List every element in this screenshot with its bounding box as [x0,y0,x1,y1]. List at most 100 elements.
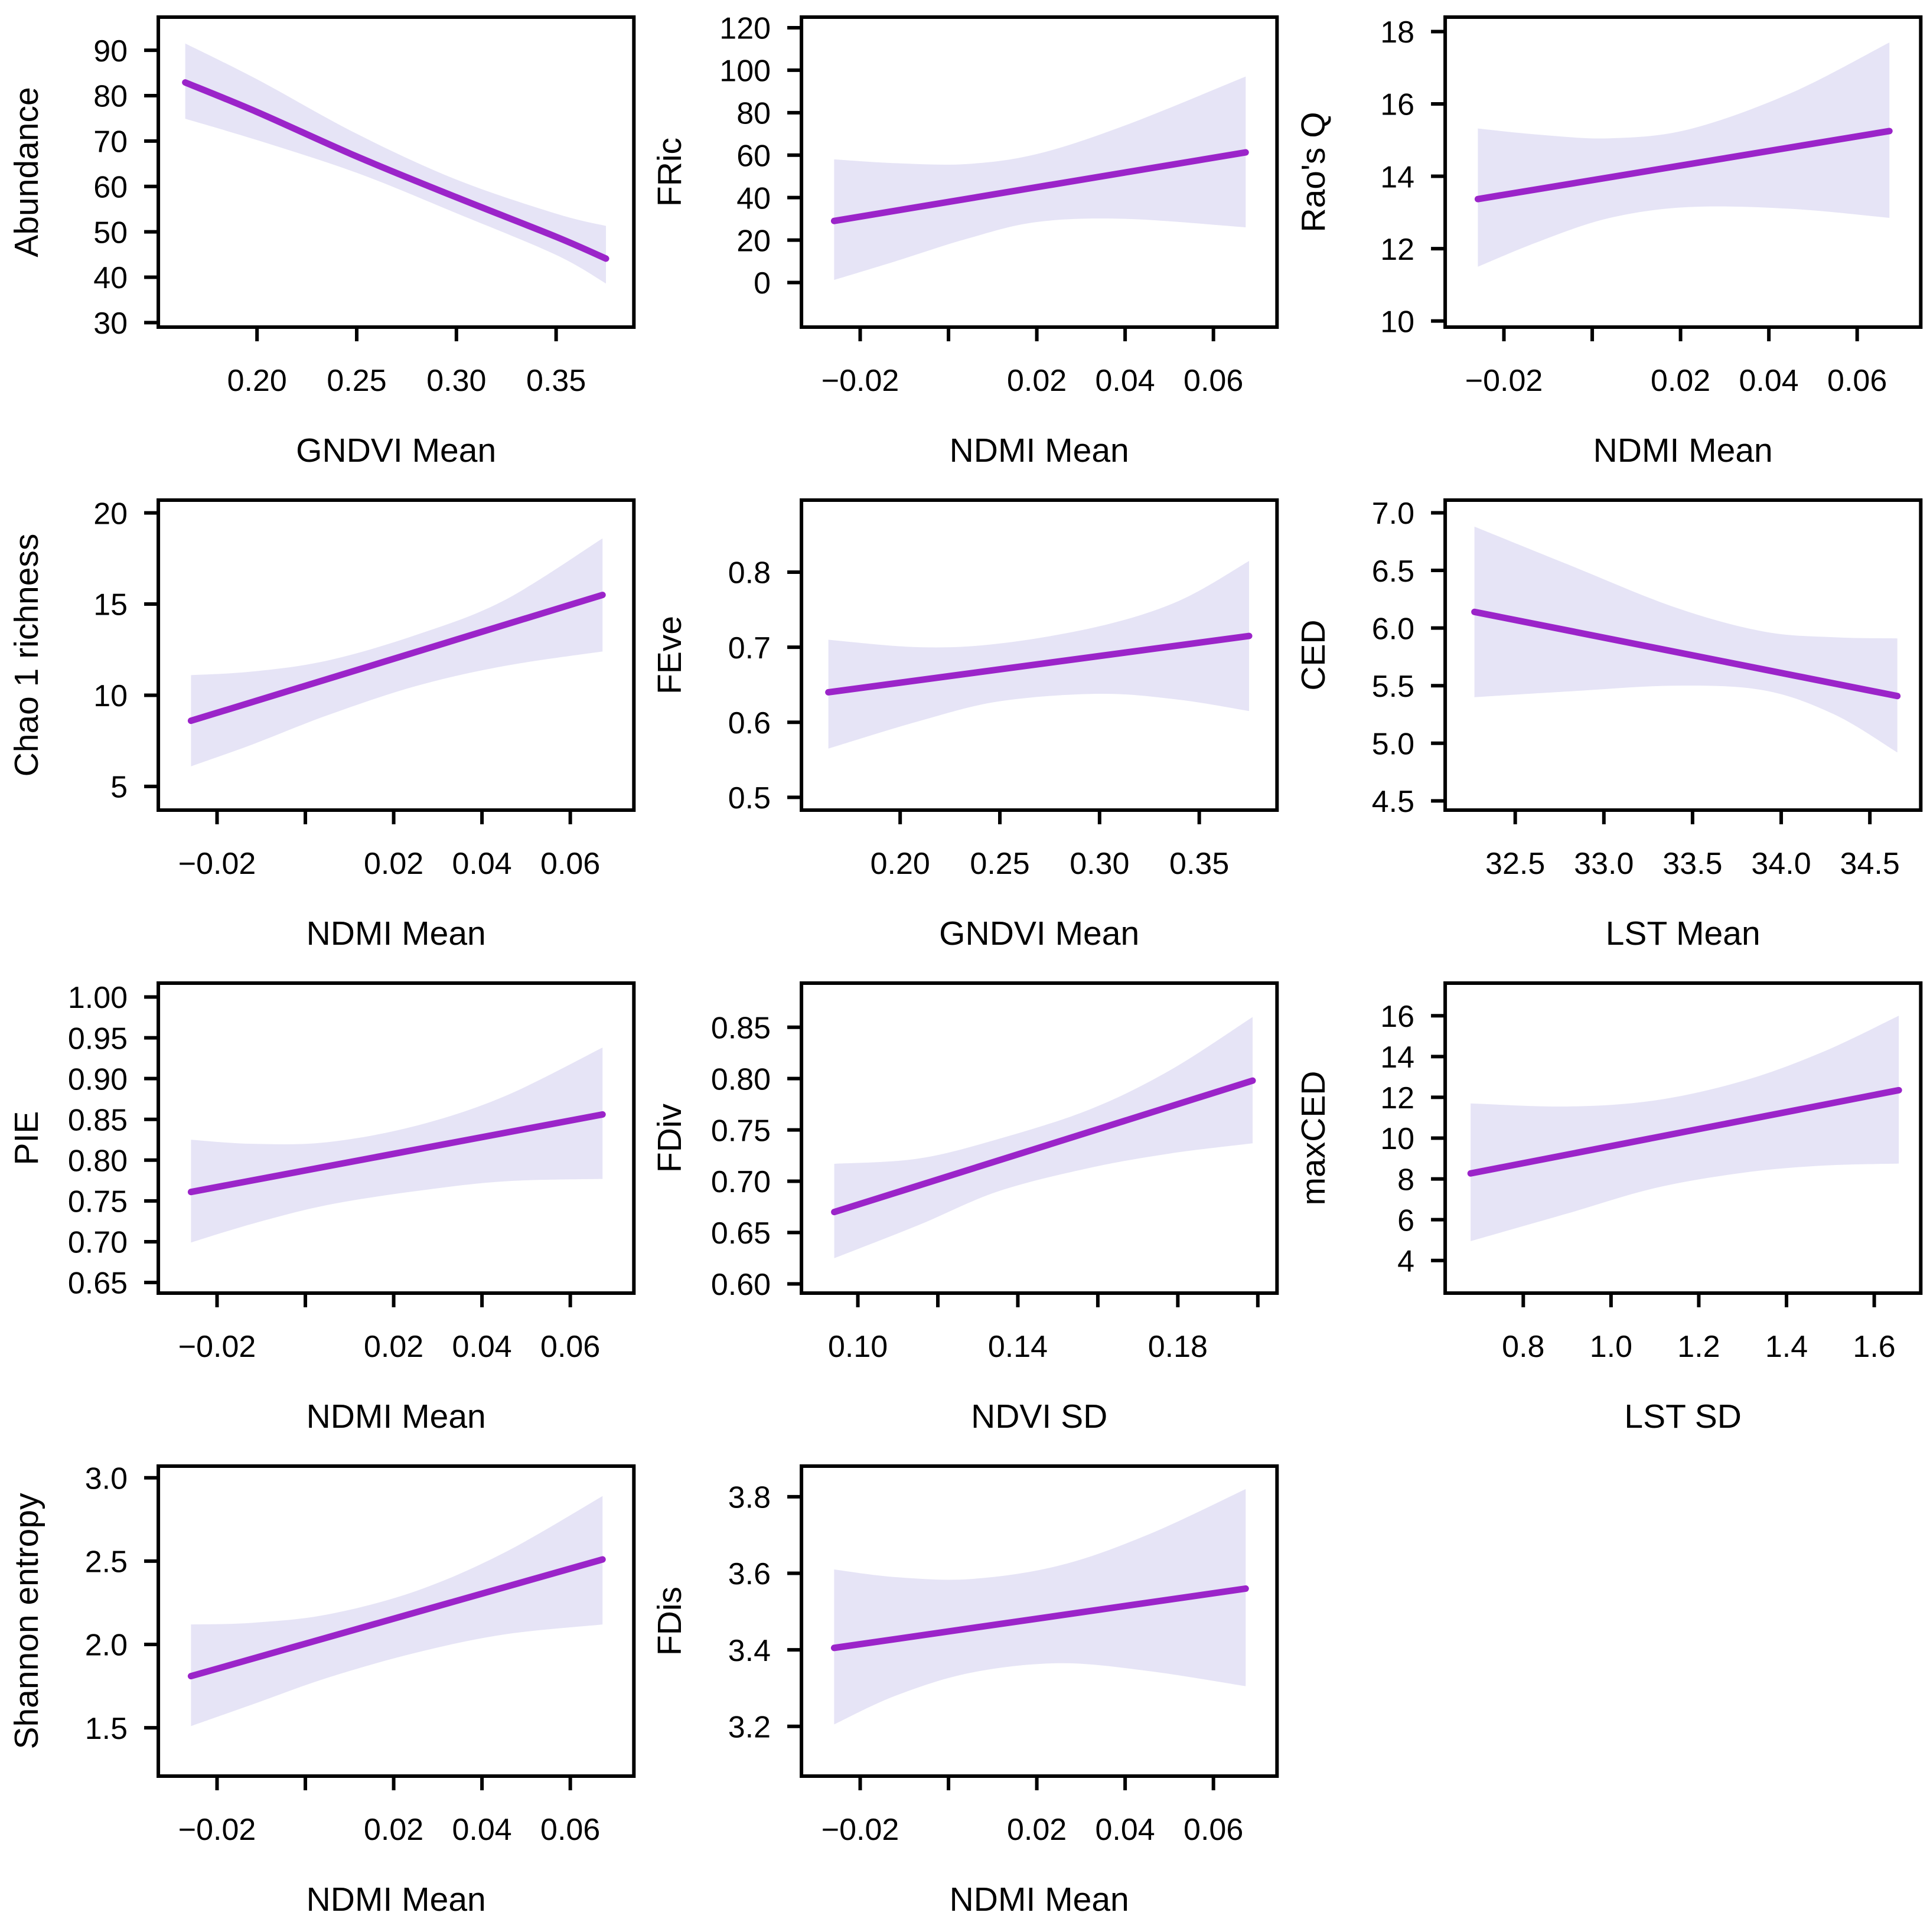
x-tick-label: 0.06 [1827,364,1887,398]
plot-box [157,1464,636,1778]
y-tick-label: 20 [93,497,128,531]
y-tick-label: 0.65 [711,1216,771,1251]
x-tick-label: 0.02 [1007,1813,1067,1847]
fric-chart: −0.02 0.02 0.04 0.06 0 20 40 60 80 100 120 NDMI Mea… [651,12,1279,469]
y-tick-label: 14 [1380,160,1414,194]
y-tick-label: 3.2 [728,1710,771,1744]
y-tick-label: 4 [1397,1244,1414,1278]
confidence-band [1470,1016,1899,1241]
pie-chart: −0.02 0.02 0.04 0.06 0.65 0.70 0.75 0.80 0.85 0.9… [8,981,636,1435]
plot-box [157,15,636,329]
y-tick-label: 20 [737,224,771,258]
plot-pie-vs-ndmi-mean: −0.02 0.02 0.04 0.06 0.65 0.70 0.75 0.80 0.85 0.9… [0,966,643,1449]
y-tick-label: 1.5 [85,1712,128,1746]
y-tick-label: 0.80 [68,1144,128,1179]
plot-fdiv-vs-ndvi-sd: 0.10 0.14 0.18 0.60 0.65 0.70 0.75 0.80 0.85 NDVI… [643,966,1286,1449]
chao1-chart: −0.02 0.02 0.04 0.06 5 10 15 20 NDMI Mean Chao 1 … [8,497,636,952]
x-tick-label: 1.2 [1677,1330,1720,1364]
plot-ced-vs-lst-mean: 32.5 33.0 33.5 34.0 34.5 4.5 5.0 5.5 6.0 6.5 7.0 LS… [1287,483,1930,966]
plot-area [187,1047,606,1243]
confidence-band [185,43,607,284]
x-tick-label: 1.6 [1853,1330,1895,1364]
plot-raos-q-vs-ndmi-mean: −0.02 0.02 0.04 0.06 10 12 14 16 18 NDMI Mean Rao'… [1287,0,1930,483]
fit-line [1467,1086,1902,1177]
plot-abundance-vs-gndvi-mean: 0.20 0.25 0.30 0.35 30 40 50 60 70 80 90 GNDVI Mean… [0,0,643,483]
x-tick-label: 0.8 [1502,1330,1544,1364]
y-axis-title: Shannon entropy [8,1493,45,1750]
x-tick-label: 0.04 [1739,364,1798,398]
confidence-band [828,560,1250,749]
x-tick-label: 0.06 [1184,364,1243,398]
empty-cell [1287,1449,1930,1932]
x-tick-label: 0.04 [452,1813,512,1847]
x-tick-label: −0.02 [1465,364,1543,398]
raos-q-chart: −0.02 0.02 0.04 0.06 10 12 14 16 18 NDMI Mean Rao'… [1295,15,1922,469]
x-tick-label: 1.4 [1765,1330,1808,1364]
confidence-band [834,76,1246,280]
y-tick-label: 5.5 [1371,670,1414,704]
y-tick-label: 10 [1380,1122,1414,1156]
y-tick-label: 18 [1380,15,1414,50]
x-tick-label: 0.06 [540,847,600,881]
x-tick-label: 0.02 [364,847,423,881]
x-tick-label: 0.02 [364,1813,423,1847]
y-tick-label: 100 [720,54,771,89]
y-axis-title: Chao 1 richness [8,534,45,777]
y-tick-label: 0.6 [728,706,771,740]
y-tick-label: 8 [1397,1163,1414,1197]
x-tick-label: 34.5 [1840,847,1899,881]
x-tick-label: 32.5 [1485,847,1545,881]
fit-line [187,1556,606,1680]
plot-area [1474,42,1893,267]
y-tick-label: 10 [93,679,128,713]
x-tick-label: 0.06 [1184,1813,1243,1847]
y-tick-label: 0.60 [711,1268,771,1302]
plot-box [1443,498,1922,812]
y-tick-label: 60 [737,139,771,173]
y-tick-label: 1.00 [68,981,128,1015]
plot-maxced-vs-lst-sd: 0.8 1.0 1.2 1.4 1.6 4 6 8 10 12 14 16 LST SD maxCED [1287,966,1930,1449]
x-tick-label: 33.0 [1574,847,1634,881]
plot-area [831,1489,1250,1725]
y-tick-label: 10 [1380,305,1414,339]
x-tick-label: 34.0 [1751,847,1811,881]
y-tick-label: 0.70 [68,1226,128,1260]
x-axis-title: NDMI Mean [307,1398,486,1435]
y-tick-label: 3.0 [85,1461,128,1496]
y-tick-label: 15 [93,588,128,622]
x-tick-label: 0.02 [1007,364,1067,398]
plot-box [157,981,636,1295]
abundance-chart: 0.20 0.25 0.30 0.35 30 40 50 60 70 80 90 GNDVI Mean… [8,15,636,469]
y-tick-label: 2.0 [85,1629,128,1663]
y-tick-label: 0.8 [728,556,771,590]
plot-area [1471,526,1900,753]
fdiv-chart: 0.10 0.14 0.18 0.60 0.65 0.70 0.75 0.80 0.85 NDVI… [651,981,1279,1435]
y-axis-title: CED [1295,619,1332,690]
confidence-band [1478,42,1889,267]
fit-line [831,1585,1250,1652]
plot-area [187,538,606,766]
fit-line [1471,608,1900,700]
plot-area [182,43,609,284]
x-tick-label: 0.06 [540,1330,600,1364]
y-tick-label: 4.5 [1371,785,1414,819]
x-tick-label: 0.04 [1096,364,1155,398]
y-tick-label: 6.5 [1371,554,1414,589]
x-tick-label: 0.35 [526,364,586,398]
y-tick-label: 80 [737,97,771,131]
y-axis-title: FDiv [651,1103,689,1173]
y-tick-label: 5 [110,771,128,805]
x-axis-title: NDMI Mean [307,1881,486,1918]
x-tick-label: 0.20 [871,847,930,881]
x-tick-label: 0.18 [1148,1330,1208,1364]
y-tick-label: 40 [93,261,128,295]
y-tick-label: 0.80 [711,1062,771,1096]
x-tick-label: 0.35 [1169,847,1229,881]
plot-area [831,76,1250,280]
y-tick-label: 0 [754,266,771,301]
confidence-band [191,1496,603,1727]
y-axis-title: FDis [651,1587,689,1656]
fit-line [187,592,606,724]
y-tick-label: 0.75 [68,1185,128,1219]
